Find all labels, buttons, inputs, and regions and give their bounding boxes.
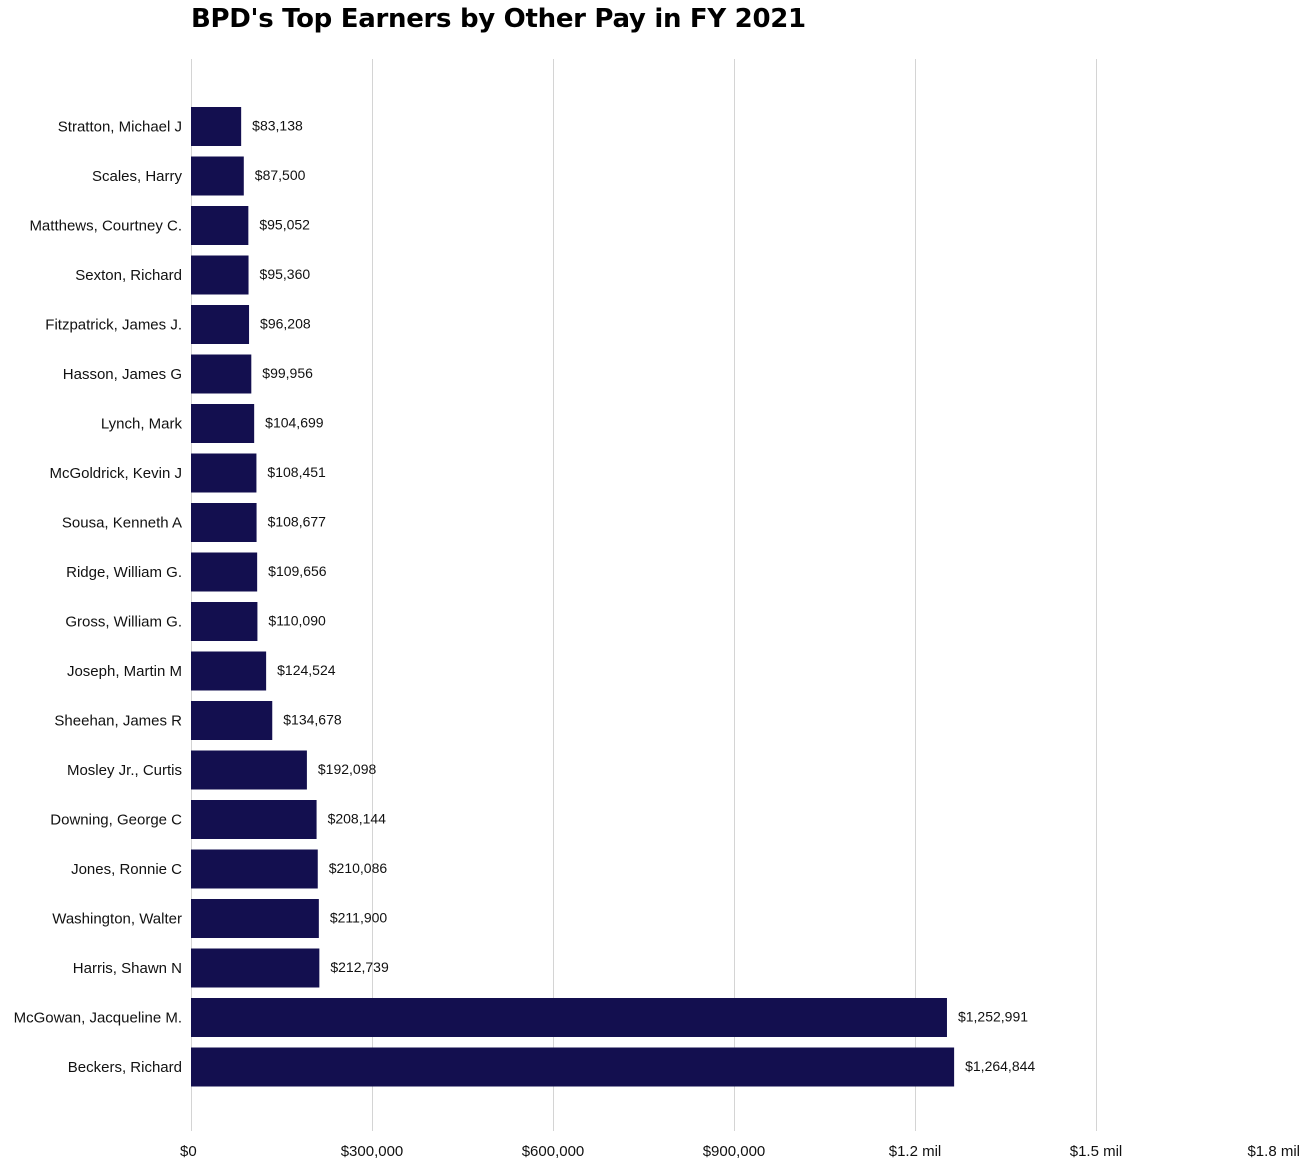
x-tick-label: $1.5 mil: [1070, 1143, 1123, 1160]
x-tick-label: $900,000: [703, 1143, 766, 1160]
bar: [191, 750, 307, 790]
category-label: McGoldrick, Kevin J: [49, 465, 182, 482]
bar: [191, 998, 947, 1037]
category-label: Fitzpatrick, James J.: [45, 317, 182, 334]
category-label: Stratton, Michael J: [58, 119, 182, 136]
value-label: $104,699: [265, 415, 324, 431]
category-label: Ridge, William G.: [66, 564, 182, 581]
labels: Stratton, Michael J $83,138 Scales, Harry $…: [14, 118, 1036, 1077]
category-label: Gross, William G.: [65, 614, 182, 631]
value-label: $211,900: [330, 910, 388, 926]
bar: [191, 404, 255, 443]
category-label: Harris, Shawn N: [73, 960, 182, 977]
value-label: $1,264,844: [965, 1058, 1035, 1074]
x-tick-label: $0: [180, 1143, 197, 1160]
x-tick-label: $300,000: [341, 1143, 404, 1160]
value-label: $110,090: [268, 613, 326, 629]
value-label: $1,252,991: [958, 1009, 1028, 1025]
value-label: $212,739: [330, 959, 389, 975]
bar: [191, 1047, 955, 1087]
value-label: $108,677: [268, 514, 327, 530]
bar: [191, 849, 318, 889]
value-label: $95,360: [260, 266, 311, 282]
category-label: Lynch, Mark: [101, 416, 183, 433]
value-label: $134,678: [283, 712, 342, 728]
bar: [191, 899, 319, 938]
category-label: Beckers, Richard: [68, 1059, 182, 1076]
bar: [191, 354, 252, 394]
category-label: Downing, George C: [50, 812, 182, 829]
value-label: $87,500: [255, 167, 306, 183]
bar: [191, 948, 320, 988]
bar: [191, 503, 257, 542]
value-label: $95,052: [259, 217, 310, 233]
value-label: $108,451: [267, 464, 326, 480]
category-label: Washington, Walter: [52, 911, 182, 928]
x-axis: $0 $300,000 $600,000 $900,000 $1.2 mil $1.5 m…: [180, 1143, 1300, 1160]
bar: [191, 651, 267, 691]
bar: [191, 255, 249, 295]
bars: [191, 107, 955, 1087]
bar: [191, 156, 244, 196]
value-label: $83,138: [252, 118, 303, 134]
value-label: $208,144: [328, 811, 387, 827]
bar: [191, 800, 317, 839]
category-label: Sheehan, James R: [54, 713, 182, 730]
value-label: $109,656: [268, 563, 327, 579]
bar: [191, 453, 257, 493]
x-tick-label: $1.2 mil: [889, 1143, 942, 1160]
category-label: Joseph, Martin M: [67, 663, 182, 680]
category-label: Mosley Jr., Curtis: [67, 762, 182, 779]
bar: [191, 206, 249, 245]
category-label: Scales, Harry: [92, 168, 183, 185]
category-label: Sousa, Kenneth A: [62, 515, 182, 532]
value-label: $210,086: [329, 860, 388, 876]
chart-title: BPD's Top Earners by Other Pay in FY 202…: [191, 4, 806, 34]
bar: [191, 107, 242, 146]
bar: [191, 552, 258, 592]
value-label: $96,208: [260, 316, 311, 332]
category-label: Sexton, Richard: [75, 267, 182, 284]
value-label: $99,956: [262, 365, 313, 381]
category-label: McGowan, Jacqueline M.: [14, 1010, 182, 1027]
value-label: $192,098: [318, 761, 377, 777]
category-label: Matthews, Courtney C.: [29, 218, 182, 235]
x-tick-label: $600,000: [522, 1143, 585, 1160]
gridlines: [191, 59, 1097, 1131]
bar: [191, 305, 250, 344]
x-tick-label: $1.8 mil: [1247, 1143, 1300, 1160]
bar: [191, 701, 273, 740]
category-label: Hasson, James G: [63, 366, 182, 383]
category-label: Jones, Ronnie C: [71, 861, 182, 878]
value-label: $124,524: [277, 662, 336, 678]
bar: [191, 602, 258, 641]
